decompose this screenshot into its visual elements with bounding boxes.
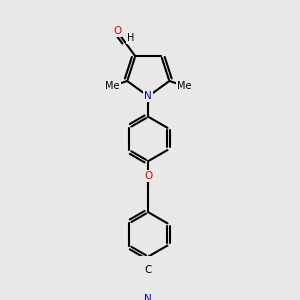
- Text: Me: Me: [105, 81, 120, 91]
- Text: O: O: [113, 26, 122, 36]
- Text: N: N: [144, 91, 152, 101]
- Text: Me: Me: [177, 81, 191, 91]
- Text: H: H: [127, 33, 134, 43]
- Text: C: C: [145, 265, 152, 275]
- Text: N: N: [144, 294, 152, 300]
- Text: O: O: [144, 172, 152, 182]
